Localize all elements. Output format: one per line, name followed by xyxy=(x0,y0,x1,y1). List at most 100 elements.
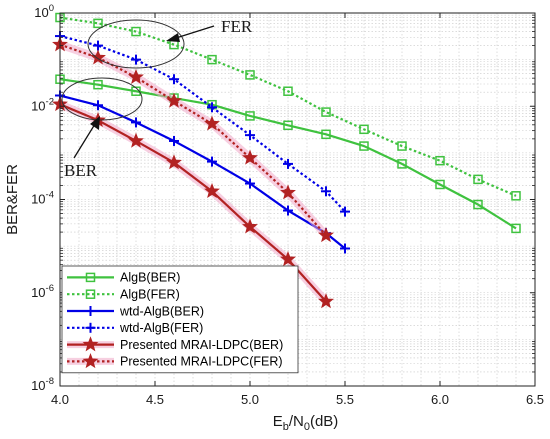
legend-entry: wtd-AlgB(BER) xyxy=(67,304,204,318)
legend-label: Presented MRAI-LDPC(BER) xyxy=(120,338,283,352)
data-point xyxy=(93,18,103,29)
legend-label: Presented MRAI-LDPC(FER) xyxy=(120,355,283,369)
x-tick-label: 4.5 xyxy=(146,392,164,407)
legend-label: AlgB(FER) xyxy=(120,288,180,302)
data-point xyxy=(397,159,407,169)
data-point xyxy=(473,199,483,210)
y-tick-label: 10-6 xyxy=(31,283,54,300)
data-point xyxy=(435,179,445,190)
data-point xyxy=(131,26,141,37)
data-point xyxy=(359,124,369,135)
data-point xyxy=(169,74,179,85)
data-point xyxy=(207,54,217,65)
legend-marker xyxy=(85,322,96,333)
data-point xyxy=(245,111,255,121)
data-point xyxy=(283,158,293,169)
data-point xyxy=(128,132,144,148)
legend-marker xyxy=(85,306,96,316)
series-line xyxy=(59,43,327,237)
data-point xyxy=(397,141,407,151)
series-wtd-algb-fer- xyxy=(55,31,350,217)
series-line xyxy=(59,78,517,230)
data-point xyxy=(280,184,296,200)
ber-arrow xyxy=(73,116,100,159)
data-point xyxy=(283,86,293,96)
x-tick-label: 5.5 xyxy=(336,392,354,407)
data-point xyxy=(242,149,258,165)
data-point xyxy=(340,243,350,254)
grid xyxy=(59,12,536,387)
series-algb-fer- xyxy=(55,12,521,201)
legend-entry: AlgB(FER) xyxy=(67,288,180,302)
data-point xyxy=(93,40,103,51)
x-axis-title: Eb/N0(dB) xyxy=(273,413,339,433)
legend-entry: wtd-AlgB(FER) xyxy=(67,321,203,335)
y-axis-title: BER&FER xyxy=(4,164,21,235)
tick-marks xyxy=(59,12,536,387)
data-point xyxy=(280,251,296,267)
legend-box xyxy=(61,265,299,374)
data-point xyxy=(204,182,220,199)
data-point xyxy=(207,156,217,167)
data-point xyxy=(435,155,445,166)
x-tick-label: 5.0 xyxy=(241,392,259,407)
data-point xyxy=(511,191,521,201)
series-line xyxy=(59,103,327,303)
legend-entry: Presented MRAI-LDPC(BER) xyxy=(67,336,283,352)
legend: AlgB(BER) AlgB(FER) wtd-AlgB(BER) wtd-AlgB(… xyxy=(61,265,299,374)
data-point xyxy=(90,49,106,65)
legend-marker xyxy=(82,353,99,369)
annotations: FER BER xyxy=(61,17,253,180)
data-point xyxy=(166,92,182,108)
data-point xyxy=(321,107,331,117)
fer-ellipse xyxy=(87,19,185,69)
data-point xyxy=(318,293,334,309)
data-point xyxy=(93,100,103,111)
fer-arrow xyxy=(166,25,215,42)
legend-entry: AlgB(BER) xyxy=(67,271,180,285)
data-point xyxy=(245,130,255,141)
data-point xyxy=(204,115,220,131)
x-tick-label: 6.5 xyxy=(526,392,544,407)
legend-label: wtd-AlgB(FER) xyxy=(119,321,203,335)
series-line xyxy=(59,35,346,213)
legend-marker xyxy=(85,272,96,283)
data-point xyxy=(93,79,103,90)
series-line xyxy=(59,16,517,197)
legend-marker xyxy=(82,336,99,352)
data-point xyxy=(283,205,293,216)
legend-marker xyxy=(85,289,96,299)
ber-annotation-label: BER xyxy=(64,161,98,180)
data-point xyxy=(131,54,141,65)
data-point xyxy=(321,129,331,140)
data-point xyxy=(511,223,521,234)
series-layer xyxy=(52,12,521,309)
y-tick-label: 100 xyxy=(34,3,54,20)
data-point xyxy=(340,206,350,217)
data-point xyxy=(128,68,144,84)
ber-ellipse xyxy=(61,77,143,121)
data-point xyxy=(166,154,182,170)
series-presented-mrai-ldpc-fer- xyxy=(52,36,334,243)
data-point xyxy=(283,120,293,131)
data-point xyxy=(359,141,369,151)
legend-label: wtd-AlgB(BER) xyxy=(119,304,204,318)
legend-entry: Presented MRAI-LDPC(FER) xyxy=(67,353,283,369)
data-point xyxy=(473,174,483,185)
legend-label: AlgB(BER) xyxy=(120,271,180,285)
data-point xyxy=(321,186,331,197)
y-tick-label: 10-2 xyxy=(31,96,54,113)
data-point xyxy=(242,218,258,234)
data-point xyxy=(245,178,255,189)
tick-labels: 4.0 4.5 5.0 5.5 6.0 6.5 100 10-2 10-4 10-6 10-8 xyxy=(31,3,544,407)
data-point xyxy=(245,70,255,80)
data-point xyxy=(318,227,334,243)
data-point xyxy=(207,102,217,113)
y-tick-label: 10-8 xyxy=(31,376,54,393)
data-point xyxy=(131,117,141,128)
x-tick-label: 6.0 xyxy=(431,392,449,407)
x-tick-label: 4.0 xyxy=(51,392,69,407)
fer-annotation-label: FER xyxy=(221,17,253,36)
